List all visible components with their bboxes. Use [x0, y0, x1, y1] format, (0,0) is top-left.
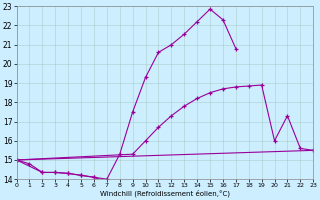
X-axis label: Windchill (Refroidissement éolien,°C): Windchill (Refroidissement éolien,°C) — [100, 190, 230, 197]
